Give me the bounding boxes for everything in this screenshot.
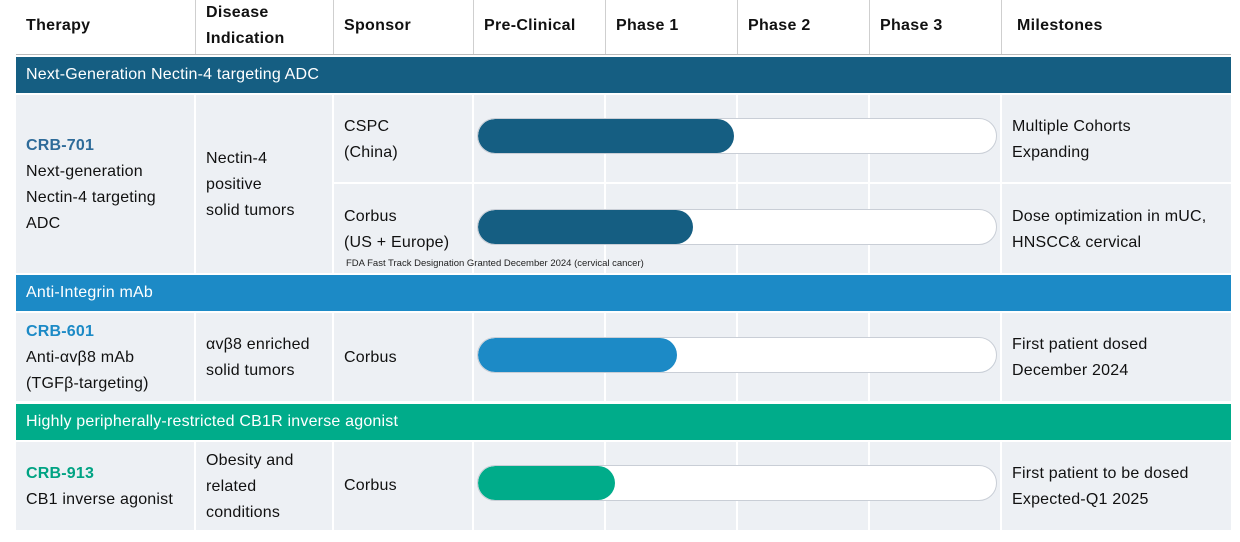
indication-line: solid tumors <box>206 202 295 219</box>
sponsor-corbus-integrin: Corbus <box>344 349 397 366</box>
header-phase1: Phase 1 <box>616 17 679 34</box>
indication-line: related <box>206 478 257 495</box>
fast-track-note: FDA Fast Track Designation Granted Decem… <box>346 258 644 269</box>
therapy-code: CRB-913 <box>26 465 95 482</box>
section-banner-nectin: Next-Generation Nectin-4 targeting ADC <box>16 57 1231 93</box>
therapy-desc-line: (TGFβ-targeting) <box>26 375 149 392</box>
sponsor-line: (US + Europe) <box>344 234 450 251</box>
therapy-crb-913: CRB-913 CB1 inverse agonist <box>26 461 173 513</box>
indication-line: Nectin-4 <box>206 150 268 167</box>
indication-line: solid tumors <box>206 362 295 379</box>
milestone-line: Dose optimization in mUC, <box>1012 208 1207 225</box>
indication-line: positive <box>206 176 262 193</box>
milestone-line: Expected-Q1 2025 <box>1012 491 1149 508</box>
progress-fill-integrin <box>478 338 678 372</box>
therapy-desc-line: Next-generation <box>26 163 143 180</box>
milestone-line: December 2024 <box>1012 362 1129 379</box>
header-preclinical: Pre-Clinical <box>484 17 576 34</box>
header-phase2: Phase 2 <box>748 17 811 34</box>
milestone-line: HNSCC& cervical <box>1012 234 1142 251</box>
header-sponsor: Sponsor <box>344 17 411 34</box>
section-banner-cb1: Highly peripherally-restricted CB1R inve… <box>16 404 1231 440</box>
progress-track-integrin <box>477 337 997 373</box>
progress-track-corbus-nectin <box>477 209 997 245</box>
therapy-crb-701: CRB-701 Next-generation Nectin-4 targeti… <box>26 133 156 237</box>
therapy-desc-line: Nectin-4 targeting <box>26 189 156 206</box>
progress-fill-cspc <box>478 119 735 153</box>
milestone-line: First patient to be dosed <box>1012 465 1189 482</box>
header-indication: Disease Indication <box>206 0 285 55</box>
sponsor-corbus-us-eu: Corbus (US + Europe) <box>344 204 449 256</box>
milestone-line: Expanding <box>1012 144 1090 161</box>
therapy-desc-line: ADC <box>26 215 61 232</box>
milestone-integrin: First patient dosed December 2024 <box>1012 332 1147 384</box>
sponsor-line: Corbus <box>344 208 397 225</box>
sponsor-line: (China) <box>344 144 398 161</box>
indication-integrin: αvβ8 enriched solid tumors <box>206 332 310 384</box>
header-therapy: Therapy <box>26 17 91 34</box>
milestone-line: First patient dosed <box>1012 336 1148 353</box>
therapy-desc-line: CB1 inverse agonist <box>26 491 173 508</box>
sponsor-corbus-cb1: Corbus <box>344 477 397 494</box>
section-banner-integrin: Anti-Integrin mAb <box>16 275 1231 311</box>
milestone-cb1: First patient to be dosed Expected-Q1 20… <box>1012 461 1189 513</box>
sponsor-cspc: CSPC (China) <box>344 114 398 166</box>
sponsor-line: CSPC <box>344 118 390 135</box>
header-indication-line2: Indication <box>206 30 285 47</box>
milestone-line: Multiple Cohorts <box>1012 118 1131 135</box>
progress-fill-cb1 <box>478 466 616 500</box>
progress-track-cb1 <box>477 465 997 501</box>
header-indication-line1: Disease <box>206 4 269 21</box>
therapy-crb-601: CRB-601 Anti-αvβ8 mAb (TGFβ-targeting) <box>26 319 149 397</box>
indication-line: conditions <box>206 504 281 521</box>
header-phase3: Phase 3 <box>880 17 943 34</box>
indication-cb1: Obesity and related conditions <box>206 448 294 526</box>
progress-track-cspc <box>477 118 997 154</box>
milestone-corbus-nectin: Dose optimization in mUC, HNSCC& cervica… <box>1012 204 1206 256</box>
indication-line: αvβ8 enriched <box>206 336 310 353</box>
progress-fill-corbus-nectin <box>478 210 693 244</box>
therapy-code: CRB-701 <box>26 137 95 154</box>
header-milestones: Milestones <box>1017 17 1103 34</box>
indication-nectin: Nectin-4 positive solid tumors <box>206 146 295 224</box>
therapy-desc-line: Anti-αvβ8 mAb <box>26 349 135 366</box>
therapy-code: CRB-601 <box>26 323 95 340</box>
indication-line: Obesity and <box>206 452 294 469</box>
milestone-cspc: Multiple Cohorts Expanding <box>1012 114 1131 166</box>
